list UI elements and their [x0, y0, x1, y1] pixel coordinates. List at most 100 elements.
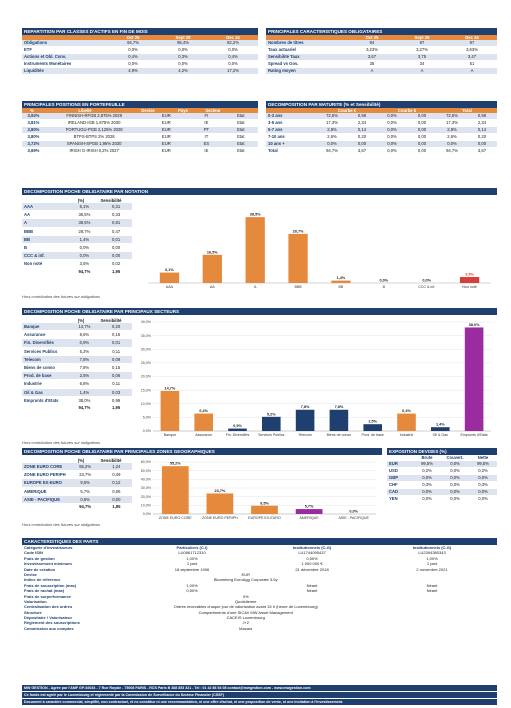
- table-cell: 0,00: [407, 119, 437, 127]
- bar-0: [161, 466, 189, 514]
- geo-note: Hors contribution des futures sur obliga…: [22, 522, 101, 527]
- table-cell: 3,75: [397, 53, 447, 61]
- table-cell: Instruments Monétaires: [22, 60, 108, 68]
- table-row: CHF 0,3% 0,0% 0,3%: [387, 481, 497, 489]
- data-label: 0,9%: [233, 424, 242, 428]
- table-cell: ZONE EURO PERIPH: [22, 470, 70, 480]
- y-tick-label: 0,0%: [143, 512, 152, 516]
- positions-section: PRINCIPALES POSITIONS EN PORTEFEUILLE % …: [22, 101, 258, 155]
- data-label: 28,7%: [293, 229, 304, 233]
- table-row: EUR 99,5% 0,0% 99,5%: [387, 461, 497, 468]
- table-row: Nombres de titres 94 97 97: [266, 40, 497, 47]
- x-tick-label: BB: [339, 285, 344, 289]
- table-row: Banque 14,7% 0,20: [22, 323, 132, 332]
- parts-cell: Ordres recevables chaque jour de valoris…: [173, 604, 318, 610]
- parts-cell: Bloomberg EuroAgg Corporate 3-5y: [213, 577, 278, 583]
- table-cell: 0,0%: [441, 474, 469, 482]
- table-cell: 0,0%: [208, 46, 258, 54]
- table-cell: 0,16: [100, 330, 132, 340]
- secteurs-table: Banque 14,7% 0,20 Assurance 8,6% 0,16 Fin. Div…: [22, 323, 132, 413]
- table-cell: 94,7%: [437, 147, 467, 155]
- table-row: 5-7 ans 2,8% 0,14 0,0% 0,00 2,8% 0,14: [266, 126, 497, 134]
- table-cell: 0,0%: [469, 488, 497, 496]
- parts-cell: Frais de souscription (max): [24, 582, 77, 588]
- table-cell: Spread vs Gov.: [266, 60, 347, 68]
- parts-cell: J+2: [242, 620, 250, 626]
- parts-cell: 1,00%: [186, 555, 198, 561]
- x-tick-label: CCC & inf.: [418, 285, 435, 289]
- notation-table: AAA 6,1% 0,31 AA 36,5% 0,33 A 38,5% 0,81 BBB 28,7%…: [22, 203, 132, 276]
- total-row: 94,7% 1,95: [22, 268, 132, 276]
- table-cell: 0,00: [407, 113, 437, 120]
- data-label: 7,8%: [301, 405, 310, 409]
- table-cell: 3,23%: [347, 46, 397, 54]
- table-cell: GBP: [387, 474, 413, 482]
- parts-cell: 21 décembre 2018: [295, 566, 329, 572]
- table-cell: FINNISH-RFGB 2,875% 2029: [44, 113, 144, 120]
- parts-title: CARACTERISTIQUES DES PARTS: [22, 538, 497, 545]
- table-cell: 0,4%: [108, 53, 158, 61]
- table-cell: 0,49: [100, 470, 132, 480]
- x-tick-label: AA: [210, 285, 215, 289]
- table-cell: 94,7%: [317, 147, 347, 155]
- total-cell: 1,95: [100, 404, 132, 413]
- table-cell: 0,06: [100, 487, 132, 496]
- parts-row: Frais de souscription (max) 1,00% Néant Néa…: [22, 583, 497, 588]
- data-label: 6,4%: [199, 409, 208, 413]
- table-cell: IE: [189, 119, 224, 127]
- parts-cell: Dépositaire / Valorisateur: [24, 615, 73, 621]
- table-cell: 97: [397, 40, 447, 47]
- table-cell: 1,4%: [68, 235, 101, 245]
- table-cell: EUR: [143, 126, 190, 134]
- maturite-title: DECOMPOSITION PAR MATURITE (% et Sensibi…: [266, 101, 497, 108]
- parts-cell: Date de création: [24, 566, 56, 572]
- table-cell: Sensibilité Taux: [266, 53, 347, 61]
- table-cell: 0,0%: [377, 113, 407, 120]
- bar-1: [202, 254, 222, 283]
- table-cell: 3,47: [447, 53, 497, 61]
- parts-cell: Code ISIN: [24, 550, 43, 556]
- table-cell: Banque: [22, 323, 69, 332]
- table-cell: 0,11: [100, 379, 132, 389]
- table-cell: 94: [347, 40, 397, 47]
- x-tick-label: AMERIQUE: [300, 516, 320, 520]
- data-label: 5,2%: [267, 412, 276, 416]
- parts-cell: Valorisation: [24, 598, 47, 604]
- table-cell: 72,5%: [437, 113, 467, 120]
- table-cell: 4,9%: [108, 67, 158, 75]
- table-cell: 55,2%: [69, 463, 101, 472]
- devises-table: EUR 99,5% 0,0% 99,5% USD 0,2% 0,0% 0,2% GBP 0,0% 0…: [387, 461, 497, 503]
- table-cell: Actions et Obl. Conv.: [22, 53, 108, 61]
- table-cell: Etat: [223, 119, 258, 127]
- table-cell: 5,7%: [69, 487, 101, 496]
- table-cell: 0,00: [347, 140, 377, 148]
- table-row: Total 94,7% 3,67 0,0% 0,00 94,7% 3,67: [266, 147, 497, 155]
- table-cell: 0,12: [100, 478, 132, 488]
- table-cell: 0,98: [347, 113, 377, 120]
- parts-row: Dépositaire / Valorisateur CACEIS Luxembo…: [22, 615, 497, 620]
- x-tick-label: Emprunts d'Etats: [460, 433, 487, 437]
- table-cell: 99,5%: [413, 461, 441, 468]
- table-cell: 28,7%: [68, 227, 101, 236]
- parts-cell: 1 000 000 €: [301, 561, 323, 567]
- parts-cell: Néant: [426, 588, 438, 594]
- table-cell: 17,2%: [208, 67, 258, 75]
- table-cell: Emprunts d'Etats: [22, 396, 69, 406]
- table-row: ZONE EURO PERIPH 23,7% 0,49: [22, 470, 132, 480]
- parts-cell: Règlement des souscriptions: [24, 620, 80, 626]
- data-label: 1,4%: [337, 276, 346, 280]
- table-cell: BBB: [22, 227, 69, 236]
- parts-cell: 0,50%: [186, 588, 198, 594]
- table-cell: 4,2%: [158, 67, 208, 75]
- table-cell: ETF: [22, 46, 108, 54]
- parts-row: Structure Compartiments d'une SICAV MW As…: [22, 610, 497, 615]
- parts-cell: Indice de référence: [24, 577, 61, 583]
- table-cell: 34: [397, 60, 447, 68]
- y-tick-label: 35,0%: [141, 334, 152, 338]
- col-header: Oct 25: [126, 35, 140, 40]
- x-tick-label: B: [383, 285, 386, 289]
- col-header: Dec 24: [465, 35, 479, 40]
- bar-0: [159, 272, 180, 283]
- table-cell: 0,14: [467, 126, 497, 134]
- table-cell: 0,31: [100, 203, 132, 212]
